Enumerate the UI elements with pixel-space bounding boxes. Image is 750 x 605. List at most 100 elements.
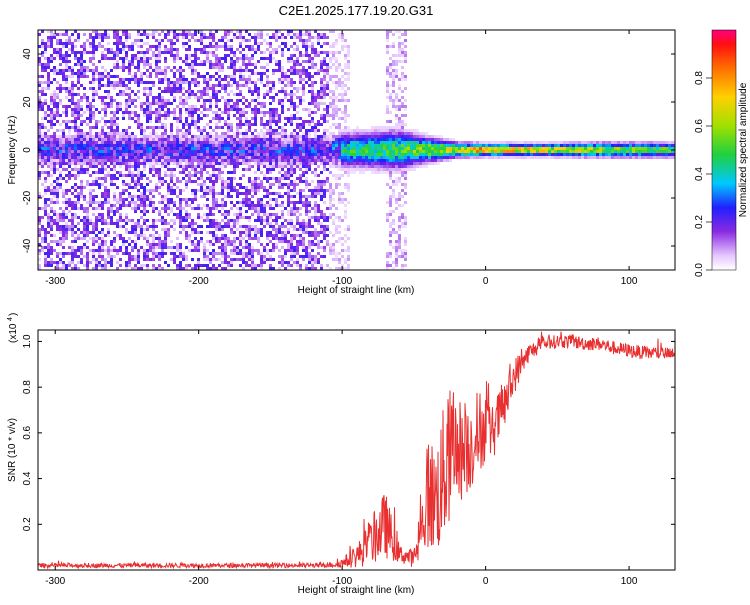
heatmap-cell xyxy=(137,81,140,84)
heatmap-cell xyxy=(92,267,95,270)
heatmap-cell xyxy=(131,207,134,210)
heatmap-cell xyxy=(104,150,107,153)
heatmap-cell xyxy=(146,126,149,129)
heatmap-cell xyxy=(281,174,284,177)
heatmap-cell xyxy=(308,138,311,141)
heatmap-cell xyxy=(92,78,95,81)
heatmap-cell xyxy=(344,39,347,42)
heatmap-cell xyxy=(284,249,287,252)
heatmap-cell xyxy=(218,66,221,69)
heatmap-cell xyxy=(302,153,305,156)
heatmap-cell xyxy=(296,249,299,252)
heatmap-cell xyxy=(38,105,41,108)
heatmap-cell xyxy=(263,159,266,162)
heatmap-cell xyxy=(158,147,161,150)
heatmap-cell xyxy=(56,267,59,270)
heatmap-cell xyxy=(335,123,338,126)
heatmap-cell xyxy=(170,252,173,255)
heatmap-cell xyxy=(296,240,299,243)
heatmap-cell xyxy=(143,252,146,255)
heatmap-cell xyxy=(104,249,107,252)
heatmap-cell xyxy=(233,219,236,222)
heatmap-cell xyxy=(194,120,197,123)
heatmap-cell xyxy=(218,192,221,195)
heatmap-cell xyxy=(167,144,170,147)
heatmap-cell xyxy=(104,84,107,87)
heatmap-cell xyxy=(290,144,293,147)
heatmap-cell xyxy=(260,36,263,39)
heatmap-cell xyxy=(89,192,92,195)
heatmap-cell xyxy=(326,135,329,138)
heatmap-cell xyxy=(152,255,155,258)
heatmap-cell xyxy=(320,213,323,216)
heatmap-cell xyxy=(314,93,317,96)
heatmap-cell xyxy=(170,138,173,141)
heatmap-cell xyxy=(275,144,278,147)
heatmap-cell xyxy=(233,177,236,180)
heatmap-cell xyxy=(200,117,203,120)
heatmap-cell xyxy=(149,168,152,171)
heatmap-cell xyxy=(278,45,281,48)
heatmap-cell xyxy=(128,255,131,258)
heatmap-cell xyxy=(299,144,302,147)
heatmap-cell xyxy=(194,63,197,66)
heatmap-cell xyxy=(206,108,209,111)
heatmap-cell xyxy=(320,162,323,165)
heatmap-cell xyxy=(158,210,161,213)
heatmap-cell xyxy=(284,162,287,165)
heatmap-cell xyxy=(263,225,266,228)
heatmap-cell xyxy=(251,213,254,216)
heatmap-cell xyxy=(314,51,317,54)
heatmap-cell xyxy=(89,153,92,156)
heatmap-cell xyxy=(251,207,254,210)
heatmap-cell xyxy=(161,141,164,144)
heatmap-cell xyxy=(140,204,143,207)
heatmap-cell xyxy=(47,186,50,189)
heatmap-cell xyxy=(170,189,173,192)
heatmap-cell xyxy=(158,42,161,45)
heatmap-cell xyxy=(146,159,149,162)
heatmap-cell xyxy=(239,183,242,186)
heatmap-cell xyxy=(284,252,287,255)
heatmap-cell xyxy=(146,111,149,114)
heatmap-cell xyxy=(230,159,233,162)
heatmap-cell xyxy=(266,132,269,135)
heatmap-cell xyxy=(86,51,89,54)
heatmap-cell xyxy=(203,150,206,153)
heatmap-cell xyxy=(221,45,224,48)
heatmap-cell xyxy=(50,126,53,129)
heatmap-cell xyxy=(272,114,275,117)
heatmap-cell xyxy=(278,249,281,252)
heatmap-cell xyxy=(260,258,263,261)
heatmap-cell xyxy=(119,150,122,153)
heatmap-cell xyxy=(122,78,125,81)
heatmap-cell xyxy=(101,264,104,267)
heatmap-cell xyxy=(260,219,263,222)
heatmap-cell xyxy=(71,147,74,150)
heatmap-cell xyxy=(107,42,110,45)
heatmap-cell xyxy=(38,84,41,87)
heatmap-cell xyxy=(293,261,296,264)
heatmap-cell xyxy=(98,42,101,45)
heatmap-cell xyxy=(314,81,317,84)
heatmap-cell xyxy=(101,72,104,75)
heatmap-cell xyxy=(236,150,239,153)
heatmap-cell xyxy=(41,162,44,165)
heatmap-cell xyxy=(290,30,293,33)
heatmap-cell xyxy=(335,165,338,168)
heatmap-cell xyxy=(257,132,260,135)
heatmap-cell xyxy=(338,159,341,162)
heatmap-cell xyxy=(188,144,191,147)
heatmap-cell xyxy=(161,216,164,219)
heatmap-cell xyxy=(329,60,332,63)
heatmap-cell xyxy=(311,66,314,69)
heatmap-cell xyxy=(161,207,164,210)
heatmap-cell xyxy=(62,216,65,219)
heatmap-cell xyxy=(278,138,281,141)
heatmap-cell xyxy=(53,57,56,60)
heatmap-cell xyxy=(41,108,44,111)
heatmap-cell xyxy=(53,48,56,51)
heatmap-cell xyxy=(131,225,134,228)
heatmap-cell xyxy=(293,147,296,150)
heatmap-cell xyxy=(119,225,122,228)
